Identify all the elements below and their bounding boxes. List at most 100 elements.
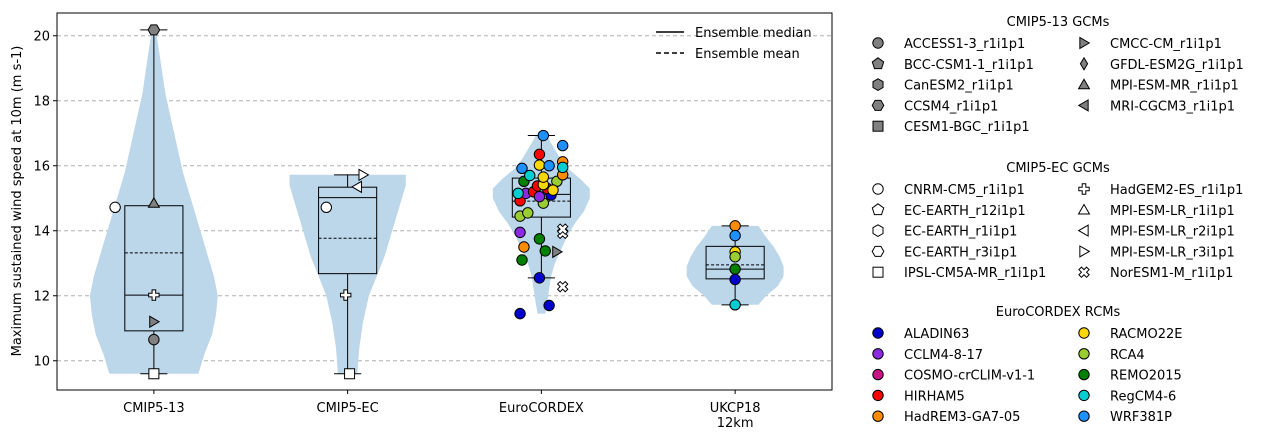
legend-label: EC-EARTH_r12i1p1 — [904, 204, 1026, 219]
legend-label: HIRHAM5 — [904, 389, 965, 404]
data-point — [729, 273, 741, 286]
data-point — [556, 280, 569, 293]
legend-marker — [872, 327, 884, 339]
legend-label: ACCESS1-3_r1i1p1 — [904, 37, 1025, 52]
data-point — [533, 148, 546, 161]
legend-marker — [1077, 203, 1091, 215]
data-point — [149, 315, 161, 329]
data-point — [516, 162, 528, 175]
violins — [89, 29, 784, 374]
data-point — [556, 139, 569, 152]
legend-marker — [872, 368, 884, 381]
data-point — [148, 289, 160, 301]
legend-marker — [872, 348, 884, 360]
data-point — [148, 333, 160, 346]
legend-marker — [871, 57, 885, 70]
data-point — [537, 171, 550, 183]
legend-marker — [872, 183, 884, 195]
line-legend-label: Ensemble mean — [695, 47, 800, 62]
legend-label: RCA4 — [1110, 348, 1145, 363]
legend-label: HadREM3-GA7-05 — [904, 410, 1020, 425]
x-tick-label: 12km — [717, 416, 754, 431]
legend-marker — [1078, 389, 1090, 402]
legend-marker — [872, 78, 884, 91]
legend-label: NorESM1-M_r1i1p1 — [1110, 266, 1233, 281]
box-iqr — [318, 186, 378, 275]
data-point — [339, 289, 352, 301]
data-point — [344, 368, 356, 380]
data-point — [522, 207, 534, 219]
legend-label: EC-EARTH_r3i1p1 — [904, 245, 1017, 260]
data-point — [533, 190, 546, 203]
legend-label: REMO2015 — [1110, 369, 1182, 384]
data-point — [518, 241, 530, 253]
legend-marker — [872, 266, 884, 278]
legend-marker — [871, 203, 885, 216]
x-tick-label: UKCP18 — [710, 401, 761, 416]
legend-label: CCSM4_r1i1p1 — [904, 99, 998, 114]
data-point — [537, 129, 550, 142]
data-point — [543, 160, 555, 172]
legend-label: MRI-CGCM3_r1i1p1 — [1110, 99, 1235, 114]
y-tick-label: 10 — [33, 354, 50, 369]
data-point — [729, 251, 741, 263]
data-point-shape — [556, 280, 569, 293]
legend-marker — [1078, 348, 1090, 360]
legend-marker — [1078, 183, 1090, 195]
legend-label: MPI-ESM-MR_r1i1p1 — [1110, 79, 1239, 94]
legend-marker — [1079, 36, 1091, 50]
legend-label: BCC-CSM1-1_r1i1p1 — [904, 58, 1034, 73]
data-point — [729, 229, 741, 242]
legend-marker — [872, 224, 884, 237]
data-point — [514, 307, 526, 320]
legend-label: ALADIN63 — [904, 327, 969, 342]
legend-marker — [1077, 224, 1089, 237]
y-axis-label: Maximum sustained wind speed at 10m (m s… — [10, 46, 25, 357]
data-point — [351, 180, 362, 194]
legend-section-title: CMIP5-EC GCMs — [1006, 161, 1110, 176]
y-tick-label: 14 — [33, 224, 50, 239]
data-point — [533, 272, 546, 284]
legend-marker — [1079, 245, 1091, 258]
data-point — [729, 220, 741, 232]
x-tick-label: EuroCORDEX — [499, 401, 584, 416]
legend-label: HadGEM2-ES_r1i1p1 — [1110, 183, 1243, 198]
legend-label: CCLM4-8-17 — [904, 348, 983, 363]
data-point — [358, 168, 370, 182]
data-point — [148, 368, 160, 380]
legend-marker — [1078, 266, 1090, 278]
data-point — [109, 201, 121, 214]
legend-marker — [871, 245, 885, 257]
data-point — [512, 187, 524, 200]
data-point — [524, 169, 536, 182]
legend-label: CanESM2_r1i1p1 — [904, 79, 1014, 94]
legend-marker-shape — [1078, 266, 1090, 278]
data-point — [516, 254, 528, 266]
legend-label: EC-EARTH_r1i1p1 — [904, 225, 1017, 240]
data-point — [320, 201, 333, 214]
legend-label: MPI-ESM-LR_r2i1p1 — [1110, 225, 1235, 240]
legend-marker — [1077, 78, 1091, 90]
y-tick-label: 20 — [33, 29, 50, 44]
data-point — [556, 161, 569, 174]
data-point — [729, 299, 741, 311]
legend-label: RegCM4-6 — [1110, 389, 1176, 404]
x-tick-label: CMIP5-13 — [123, 401, 184, 416]
line-legend: Ensemble median Ensemble mean — [656, 26, 812, 62]
legend-label: COSMO-crCLIM-v1-1 — [904, 369, 1035, 384]
marker-legend: CMIP5-13 GCMs ACCESS1-3_r1i1p1 BCC-CSM1-1_… — [871, 15, 1244, 425]
data-point — [547, 184, 559, 196]
legend-marker — [1077, 99, 1089, 112]
legend-label: CNRM-CM5_r1i1p1 — [904, 183, 1025, 198]
legend-marker — [872, 37, 884, 49]
legend-label: MPI-ESM-LR_r1i1p1 — [1110, 204, 1235, 219]
data-point — [729, 263, 741, 275]
plot-frame — [56, 12, 833, 391]
legend-marker — [1078, 327, 1090, 339]
y-tick-label: 16 — [33, 159, 50, 174]
data-point — [147, 24, 161, 36]
data-point — [533, 233, 546, 245]
legend-label: RACMO22E — [1110, 327, 1182, 342]
